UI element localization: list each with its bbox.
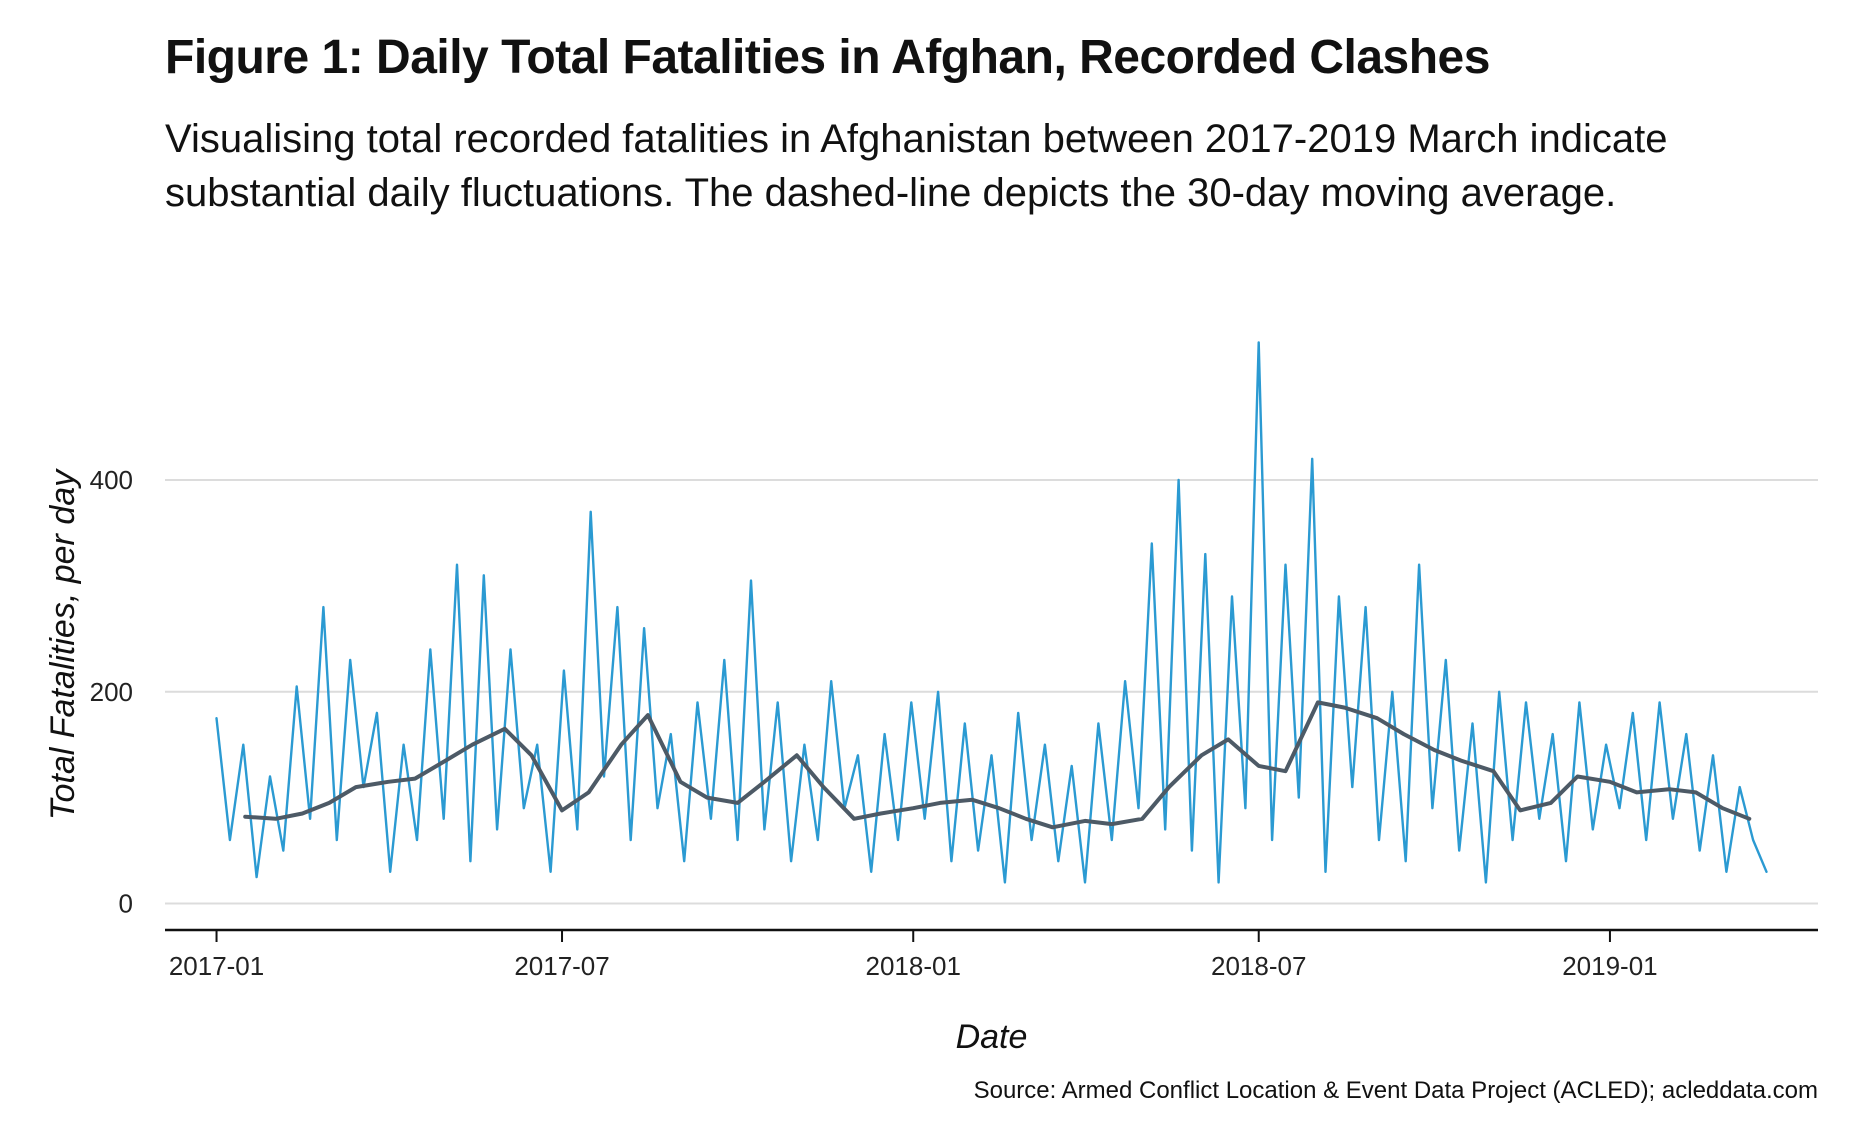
gridlines xyxy=(165,479,1818,905)
chart-subtitle: Visualising total recorded fatalities in… xyxy=(165,117,1668,215)
chart-title: Figure 1: Daily Total Fatalities in Afgh… xyxy=(165,31,1490,84)
x-axis-title: Date xyxy=(956,1018,1028,1056)
y-axis-title: Total Fatalities, per day xyxy=(44,468,82,820)
daily-fatalities-line xyxy=(215,341,1768,884)
x-axis-ticks: 2017-01 2017-07 2018-01 2018-07 2019-01 xyxy=(169,930,1658,981)
moving-average-line xyxy=(243,700,1752,830)
x-tick-label: 2017-01 xyxy=(169,951,264,981)
y-tick-label: 200 xyxy=(90,677,133,707)
x-tick-label: 2019-01 xyxy=(1562,951,1657,981)
y-tick-label: 0 xyxy=(119,889,133,919)
x-tick-label: 2017-07 xyxy=(514,951,609,981)
y-axis-ticks: 0 200 400 xyxy=(90,465,133,919)
y-tick-label: 400 xyxy=(90,465,133,495)
x-tick-label: 2018-01 xyxy=(866,951,961,981)
x-tick-label: 2018-07 xyxy=(1211,951,1306,981)
source-caption: Source: Armed Conflict Location & Event … xyxy=(974,1077,1818,1104)
series-lines xyxy=(215,341,1768,884)
